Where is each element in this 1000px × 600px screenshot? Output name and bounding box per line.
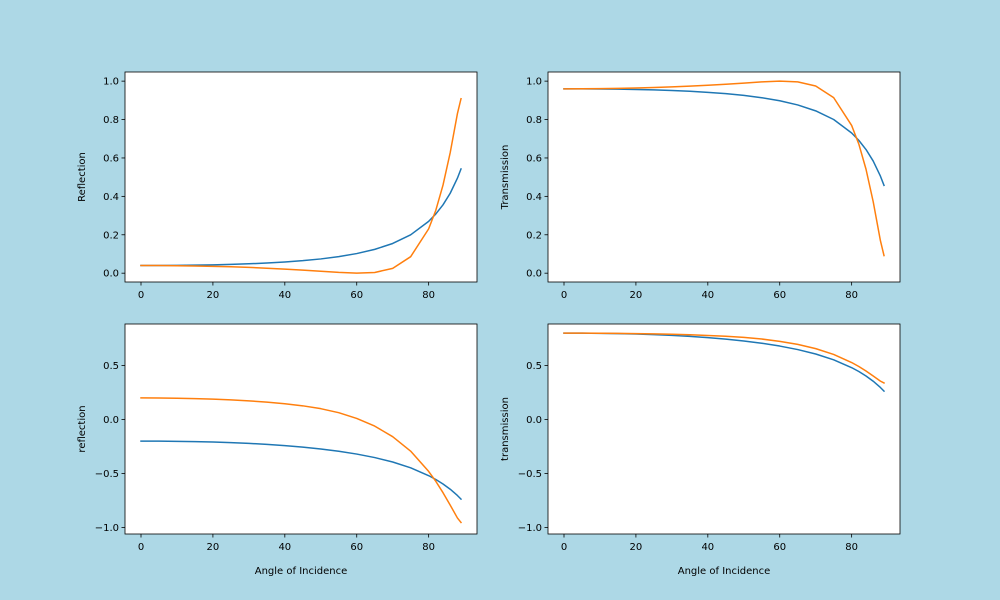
y-tick-label: −0.5: [518, 469, 542, 480]
x-tick-label: 20: [630, 542, 643, 553]
y-tick-label: 0.6: [103, 153, 119, 164]
y-tick-label: −1.0: [95, 523, 119, 534]
subplot-3: 0 20 40 60 80 −1.0 −0.5 0.0 0.5 reflection Angle o…: [77, 323, 478, 577]
subplot-2: 0 20 40 60 80 0.0 0.2 0.4 0.6 0.8 1.0 Transmission: [500, 71, 901, 301]
x-tick-label: 20: [630, 290, 643, 301]
series-line-2: [140, 397, 463, 524]
y-axis-label: Reflection: [77, 152, 88, 202]
series-line-1: [140, 167, 462, 267]
y-tick-label: 0.8: [103, 115, 119, 126]
subplot-4: 0 20 40 60 80 −1.0 −0.5 0.0 0.5 transmission Angle…: [500, 323, 901, 577]
y-tick-label: −1.0: [518, 523, 542, 534]
series-line-2: [563, 80, 885, 257]
y-tick-label: 0.4: [526, 192, 542, 203]
series-line-2: [563, 332, 886, 384]
x-tick-label: 0: [561, 542, 567, 553]
x-tick-label: 60: [350, 290, 363, 301]
x-tick-label: 40: [278, 542, 291, 553]
x-tick-label: 40: [701, 290, 714, 301]
y-tick-label: 0.5: [526, 361, 542, 372]
y-axis-label: transmission: [500, 397, 511, 461]
x-tick-label: 20: [207, 290, 220, 301]
x-tick-label: 60: [773, 542, 786, 553]
y-tick-label: 0.0: [103, 269, 119, 280]
plot-area: [124, 71, 478, 283]
plot-area: [547, 323, 901, 535]
x-axis-label: Angle of Incidence: [255, 566, 348, 577]
y-axis-label: Transmission: [500, 145, 511, 211]
series-line-2: [140, 97, 462, 274]
series-line-1: [140, 440, 463, 501]
y-tick-label: 0.0: [526, 415, 542, 426]
x-tick-label: 80: [845, 542, 858, 553]
x-tick-label: 0: [561, 290, 567, 301]
x-tick-label: 80: [422, 542, 435, 553]
y-axis-label: reflection: [77, 405, 88, 452]
x-tick-label: 0: [138, 542, 144, 553]
subplots: 0 20 40 60 80 0.0 0.2 0.4 0.6 0.8 1.0 Reflection 0 20…: [77, 71, 901, 577]
plot-area: [124, 323, 478, 535]
x-tick-label: 60: [773, 290, 786, 301]
y-tick-label: 0.4: [103, 192, 119, 203]
x-tick-label: 80: [845, 290, 858, 301]
y-tick-label: 0.6: [526, 153, 542, 164]
x-tick-label: 20: [207, 542, 220, 553]
y-tick-label: 0.0: [103, 415, 119, 426]
x-tick-label: 80: [422, 290, 435, 301]
y-tick-label: 1.0: [103, 77, 119, 88]
x-tick-label: 60: [350, 542, 363, 553]
y-tick-label: 1.0: [526, 77, 542, 88]
x-axis-label: Angle of Incidence: [678, 566, 771, 577]
y-tick-label: −0.5: [95, 469, 119, 480]
subplot-1: 0 20 40 60 80 0.0 0.2 0.4 0.6 0.8 1.0 Reflection: [77, 71, 478, 301]
y-tick-label: 0.0: [526, 269, 542, 280]
plot-area: [547, 71, 901, 283]
x-tick-label: 0: [138, 290, 144, 301]
y-tick-label: 0.5: [103, 361, 119, 372]
x-tick-label: 40: [278, 290, 291, 301]
x-tick-label: 40: [701, 542, 714, 553]
series-line-1: [563, 88, 885, 187]
y-tick-label: 0.2: [103, 230, 119, 241]
y-tick-label: 0.8: [526, 115, 542, 126]
y-tick-label: 0.2: [526, 230, 542, 241]
